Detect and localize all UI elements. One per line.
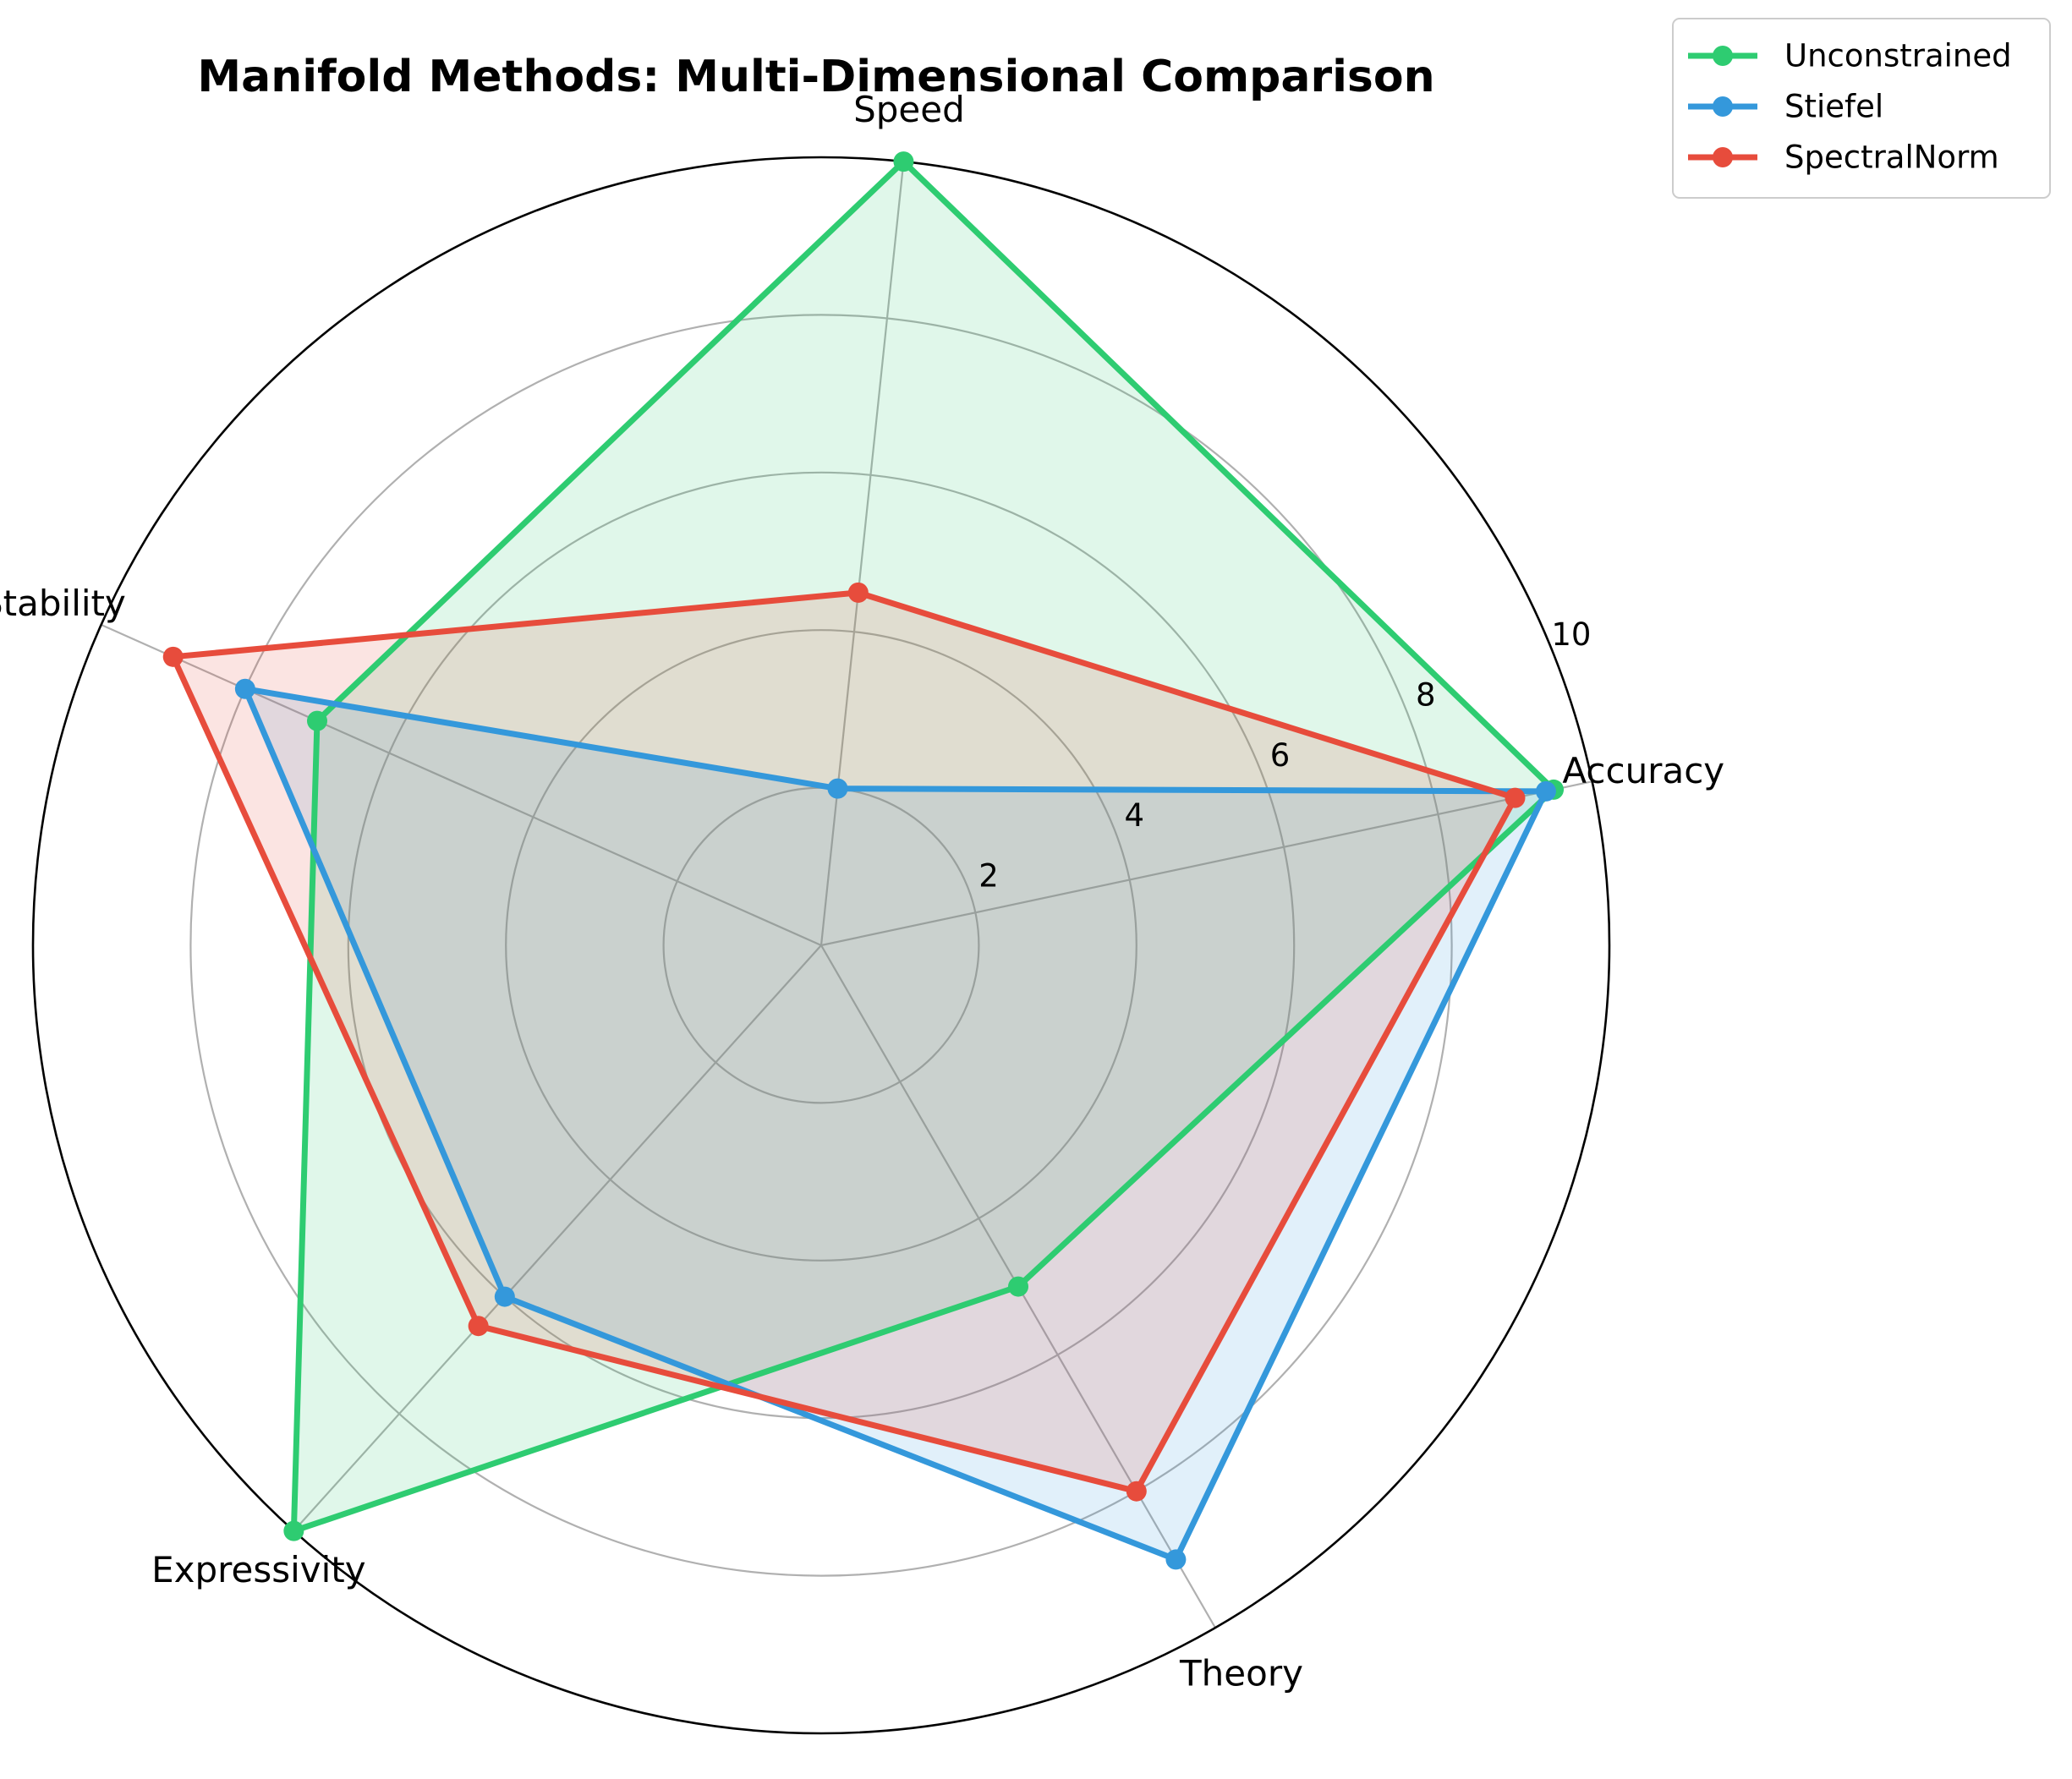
radar-series [162,151,1565,1570]
grid-spoke [820,780,1592,947]
category-label: Speed [853,89,965,130]
outer-frame [31,156,1611,1735]
series-area [173,592,1516,1492]
chart-title: Manifold Methods: Multi-Dimensional Comp… [197,52,1434,102]
grid-spoke [101,623,822,947]
radial-tick-label: 2 [978,857,999,894]
grid-spoke [819,161,905,946]
category-label: Accuracy [1562,750,1724,791]
data-point [1165,1549,1187,1570]
legend-marker [1713,96,1733,117]
legend-label: SpectralNorm [1784,140,1999,176]
data-point [893,151,914,172]
radial-tick-label: 6 [1270,737,1291,774]
legend-marker [1713,147,1733,167]
category-label: Stability [0,583,126,624]
grid-spoke [293,944,822,1532]
legend-label: Stiefel [1784,89,1883,125]
legend-label: Unconstrained [1784,38,2012,74]
radial-tick-label: 8 [1416,676,1436,713]
data-point [827,778,848,799]
category-label: Theory [1179,1652,1303,1694]
legend-box [1672,18,2051,199]
data-point [1008,1276,1028,1297]
radial-tick-label: 10 [1551,616,1591,653]
data-point [162,646,184,667]
radar-labels: Accuracy Speed Stability Expressivity Theory… [0,89,1724,1694]
series-line [242,686,1549,1563]
legend-marker [1713,46,1733,66]
data-point [847,582,869,603]
data-point [468,1316,489,1337]
radial-tick-label: 4 [1125,797,1145,834]
series-line [290,158,1557,1535]
data-point [307,710,328,731]
data-point [1126,1481,1147,1502]
data-point [283,1520,304,1541]
grid-circle [505,629,1137,1262]
data-point [494,1286,515,1307]
series-line [170,589,1518,1495]
data-point [1535,780,1556,802]
data-point [234,678,255,699]
series-area [293,161,1554,1531]
category-label: Expressivity [151,1549,366,1590]
legend: Unconstrained Stiefel SpectralNorm [1672,18,2051,199]
data-point [1505,787,1526,808]
grid-circle [189,314,1453,1577]
